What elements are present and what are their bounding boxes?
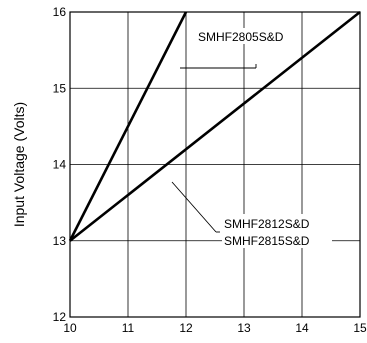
y-tick-label-3: 15	[53, 81, 67, 95]
y-tick-label-4: 16	[53, 5, 67, 19]
x-tick-label-3: 13	[237, 321, 251, 335]
annotation-bg-2805	[196, 28, 280, 44]
annotation-smhf2805: SMHF2805S&D	[198, 30, 284, 44]
y-tick-label-2: 14	[53, 158, 67, 172]
x-tick-label-5: 15	[353, 321, 367, 335]
y-tick-label-1: 13	[53, 234, 67, 248]
annotation-smhf2815: SMHF2815S&D	[224, 234, 310, 248]
series-layer	[68, 10, 361, 242]
annotations: SMHF2805S&D SMHF2812S&D SMHF2815S&D	[171, 28, 332, 248]
annotation-smhf2812: SMHF2812S&D	[224, 217, 310, 231]
grid	[69, 11, 361, 318]
x-tick-labels: 10 11 12 13 14 15	[63, 321, 367, 335]
annotation-bg-2812	[222, 214, 332, 248]
plot-frame	[69, 11, 361, 318]
annotation-leader-2812	[171, 181, 217, 233]
y-tick-labels: 12 13 14 15 16	[53, 5, 67, 324]
x-tick-label-0: 10	[63, 321, 77, 335]
y-tick-label-0: 12	[53, 310, 67, 324]
series-line-0	[68, 11, 188, 242]
x-tick-label-2: 12	[179, 321, 193, 335]
y-axis-label: Input Voltage (Volts)	[11, 102, 27, 227]
x-tick-label-4: 14	[295, 321, 309, 335]
x-tick-label-1: 11	[122, 321, 135, 335]
series-line-1	[69, 10, 361, 242]
